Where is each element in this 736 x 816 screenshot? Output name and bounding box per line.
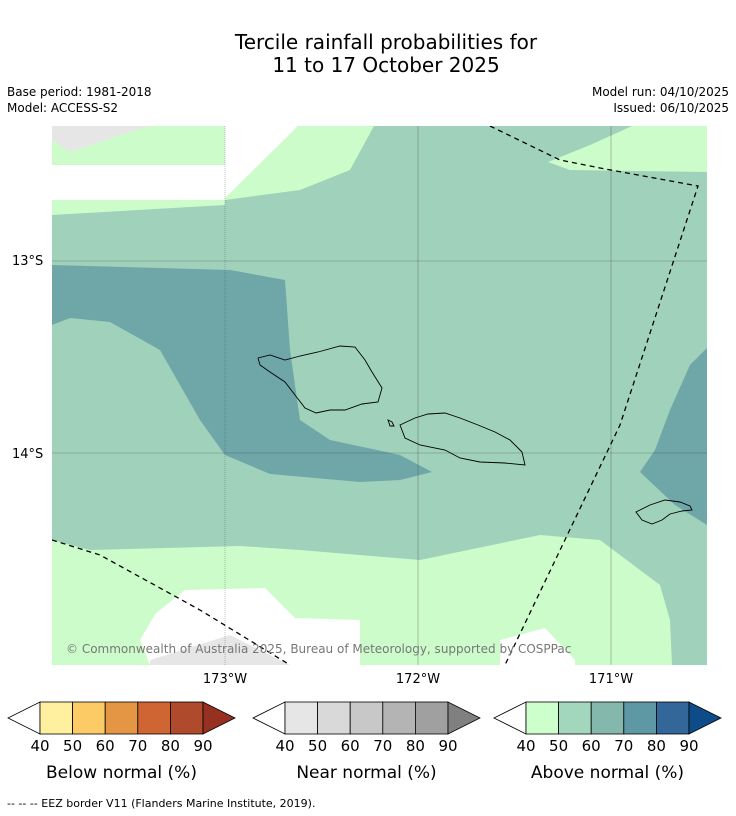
colorbar-under-arrow bbox=[252, 701, 286, 735]
model-name: Model: ACCESS-S2 bbox=[7, 101, 119, 115]
colorbar-legends: 40 50 60 70 80 90 Below normal (%) 40 50 60 70 80 90… bbox=[7, 701, 722, 783]
colorbar-segment bbox=[590, 701, 625, 735]
colorbar-tick-label: 70 bbox=[373, 737, 392, 755]
base-period: Base period: 1981-2018 bbox=[7, 85, 152, 99]
title-line-1: Tercile rainfall probabilities for bbox=[234, 30, 538, 54]
colorbar-over-arrow bbox=[202, 701, 236, 735]
colorbar-title: Below normal (%) bbox=[46, 763, 197, 783]
near-normal-region-top bbox=[52, 126, 150, 152]
colorbar-tick-label: 80 bbox=[647, 737, 666, 755]
colorbar-above: 40 50 60 70 80 90 Above normal (%) bbox=[493, 701, 722, 783]
colorbar-tick-label: 40 bbox=[275, 737, 294, 755]
meta-right: Model run: 04/10/2025 Issued: 06/10/2025 bbox=[592, 84, 729, 116]
lon-label-171w: 171°W bbox=[589, 672, 633, 687]
colorbar-segment bbox=[656, 701, 690, 735]
prob-60-70-region-east bbox=[640, 348, 707, 525]
no-data-region bbox=[52, 165, 225, 200]
colorbar-segment bbox=[284, 701, 318, 735]
colorbar-tick-label: 50 bbox=[308, 737, 327, 755]
colorbar-below: 40 50 60 70 80 90 Below normal (%) bbox=[7, 701, 236, 783]
colorbar-tick-label: 60 bbox=[341, 737, 360, 755]
meta-left: Base period: 1981-2018 Model: ACCESS-S2 bbox=[7, 84, 152, 116]
colorbar-segment bbox=[39, 701, 73, 735]
colorbar-segment bbox=[72, 701, 106, 735]
colorbar-over-arrow bbox=[447, 701, 481, 735]
prob-40-strip-south bbox=[52, 606, 155, 640]
lon-label-172w: 172°W bbox=[396, 672, 440, 687]
colorbar-tick-label: 70 bbox=[128, 737, 147, 755]
colorbar-under-arrow bbox=[493, 701, 527, 735]
colorbar-segment bbox=[623, 701, 657, 735]
title-line-2: 11 to 17 October 2025 bbox=[272, 53, 500, 77]
colorbar-tick-label: 80 bbox=[406, 737, 425, 755]
model-run: Model run: 04/10/2025 bbox=[591, 85, 729, 99]
colorbar-segment bbox=[104, 701, 139, 735]
colorbar-tick-label: 80 bbox=[161, 737, 180, 755]
colorbar-segment bbox=[382, 701, 416, 735]
footnote: -- -- -- EEZ border V11 (Flanders Marine… bbox=[7, 797, 316, 810]
eez-border bbox=[52, 126, 699, 665]
map-panel: © Commonwealth of Australia 2025, Bureau… bbox=[52, 126, 707, 665]
colorbar-tick-label: 70 bbox=[614, 737, 633, 755]
lon-label-173w: 173°W bbox=[203, 672, 247, 687]
prob-40-strip bbox=[52, 200, 225, 215]
issued-date: Issued: 06/10/2025 bbox=[613, 101, 729, 115]
colorbar-under-arrow bbox=[7, 701, 41, 735]
colorbar-tick-label: 60 bbox=[582, 737, 601, 755]
graticule bbox=[52, 126, 707, 665]
colorbar-segment bbox=[169, 701, 204, 735]
prob-40-region-ne bbox=[548, 126, 707, 172]
colorbar-tick-label: 60 bbox=[96, 737, 115, 755]
savaii-island bbox=[257, 345, 383, 414]
map-title: Tercile rainfall probabilities for 11 to… bbox=[0, 31, 736, 77]
colorbar-tick-label: 40 bbox=[30, 737, 49, 755]
tutuila-island bbox=[635, 499, 693, 525]
colorbar-segment bbox=[137, 701, 171, 735]
colorbar-segment bbox=[525, 701, 559, 735]
copyright-text: © Commonwealth of Australia 2025, Bureau… bbox=[66, 642, 571, 656]
colorbar-tick-label: 50 bbox=[549, 737, 568, 755]
colorbar-tick-label: 90 bbox=[679, 737, 698, 755]
colorbar-tick-label: 90 bbox=[438, 737, 457, 755]
colorbar-tick-label: 90 bbox=[193, 737, 212, 755]
islands bbox=[257, 345, 693, 525]
lat-label-14s: 14°S bbox=[12, 447, 43, 462]
near-normal-region-south bbox=[150, 635, 290, 665]
colorbar-segment bbox=[558, 701, 592, 735]
colorbar-tick-label: 40 bbox=[516, 737, 535, 755]
colorbar-segment bbox=[317, 701, 351, 735]
no-data-south bbox=[140, 588, 360, 665]
colorbar-segment bbox=[349, 701, 384, 735]
colorbar-over-arrow bbox=[688, 701, 722, 735]
colorbar-title: Near normal (%) bbox=[296, 763, 436, 783]
prob-60-70-region bbox=[52, 265, 432, 482]
colorbar-segment bbox=[414, 701, 449, 735]
small-island bbox=[387, 419, 395, 427]
colorbar-tick-label: 50 bbox=[63, 737, 82, 755]
colorbar-title: Above normal (%) bbox=[531, 763, 684, 783]
upolu-island bbox=[399, 412, 526, 466]
prob-40-region-north bbox=[225, 126, 374, 200]
lat-label-13s: 13°S bbox=[12, 254, 43, 269]
